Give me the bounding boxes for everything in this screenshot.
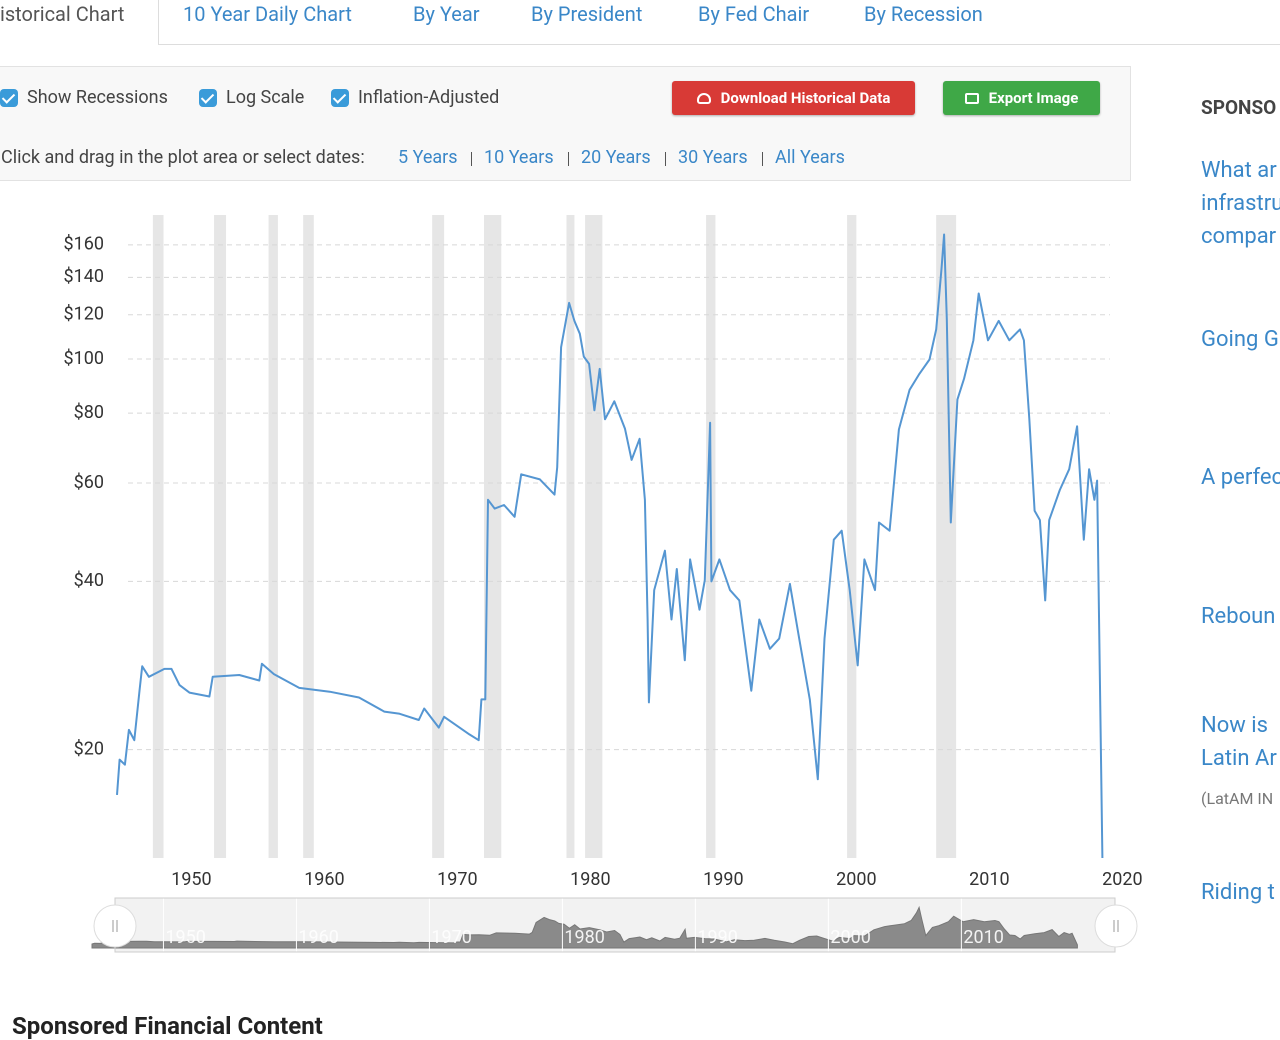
navigator-handle[interactable]: [1094, 904, 1138, 948]
range-link[interactable]: 30 Years: [678, 147, 748, 168]
price-line: [116, 233, 1104, 859]
x-tick-label: 2020: [1102, 869, 1142, 890]
button-icon: [964, 93, 979, 104]
x-tick-label: 1990: [703, 869, 743, 890]
range-prompt: Click and drag in the plot area or selec…: [1, 147, 365, 168]
checkbox[interactable]: [331, 89, 349, 107]
recession-band: [432, 215, 445, 858]
recession-band: [303, 215, 314, 858]
tab[interactable]: By Recession: [864, 2, 983, 26]
y-tick-label: $100: [64, 348, 104, 369]
navigator-label: 1950: [165, 927, 205, 948]
sidebar-note: (LatAM IN: [1201, 789, 1274, 808]
section-heading: Sponsored Financial Content: [12, 1012, 323, 1040]
x-tick-label: 1960: [304, 869, 344, 890]
y-tick-label: $20: [74, 738, 104, 759]
button[interactable]: Export Image: [943, 81, 1100, 115]
recession-band: [566, 215, 575, 858]
sidebar-link[interactable]: Latin Ar: [1201, 746, 1277, 771]
tab[interactable]: By President: [531, 2, 643, 26]
x-tick-label: 1950: [171, 869, 211, 890]
y-tick-label: $140: [64, 266, 104, 287]
tab[interactable]: 10 Year Daily Chart: [183, 2, 352, 26]
y-tick-label: $60: [74, 472, 104, 493]
range-link[interactable]: All Years: [775, 147, 845, 168]
checkbox-label[interactable]: Show Recessions: [27, 87, 168, 108]
separator: [471, 152, 472, 166]
range-link[interactable]: 10 Years: [484, 147, 554, 168]
separator: [568, 152, 569, 166]
navigator-label: 1980: [564, 927, 604, 948]
y-tick-label: $120: [64, 304, 104, 325]
navigator-area: [91, 905, 1078, 949]
recession-band: [268, 215, 278, 858]
checkbox-label[interactable]: Inflation-Adjusted: [358, 87, 500, 108]
tab[interactable]: By Fed Chair: [698, 2, 810, 26]
sidebar-heading: SPONSO: [1201, 96, 1277, 119]
range-link[interactable]: 5 Years: [398, 147, 458, 168]
sidebar-link[interactable]: What ar: [1201, 158, 1277, 183]
control-panel: [0, 66, 1131, 181]
sidebar-link[interactable]: Reboun: [1201, 604, 1276, 629]
navigator-label: 2000: [830, 927, 870, 948]
y-tick-label: $160: [64, 234, 104, 255]
sidebar-link[interactable]: Riding t: [1201, 880, 1275, 905]
chart: $20 $40 $60 $80 $100 $120 $140 $160 1950 1960 1970…: [64, 215, 1143, 953]
sidebar-link[interactable]: A perfec: [1201, 465, 1280, 490]
navigator-label: 1960: [298, 927, 338, 948]
sidebar-link[interactable]: compar: [1201, 224, 1277, 249]
range-link[interactable]: 20 Years: [581, 147, 651, 168]
tab[interactable]: By Year: [413, 2, 480, 26]
navigator-label: 1970: [431, 927, 471, 948]
x-tick-label: 1970: [437, 869, 477, 890]
checkbox[interactable]: [0, 89, 18, 107]
y-tick-label: $40: [74, 570, 104, 591]
navigator-label: 1990: [697, 927, 737, 948]
button-label[interactable]: Export Image: [988, 89, 1079, 107]
recession-band: [484, 215, 502, 858]
x-tick-label: 2010: [969, 869, 1009, 890]
sidebar-link[interactable]: infrastru: [1201, 191, 1280, 216]
tab-divider: [0, 44, 1280, 45]
button-label[interactable]: Download Historical Data: [720, 89, 891, 107]
active-tab-frame: [0, 0, 159, 45]
checkbox[interactable]: [199, 89, 217, 107]
recession-band: [152, 215, 164, 858]
y-tick-label: $80: [74, 402, 104, 423]
checkbox-label[interactable]: Log Scale: [226, 87, 305, 108]
recession-band: [847, 215, 857, 858]
recession-band: [936, 215, 957, 858]
recession-band: [585, 215, 603, 858]
recession-band: [214, 215, 227, 858]
separator: [665, 152, 666, 166]
navigator-label: 2010: [963, 927, 1003, 948]
sidebar-link[interactable]: Going G: [1201, 327, 1279, 352]
tab[interactable]: istorical Chart: [0, 2, 125, 26]
x-tick-label: 1980: [570, 869, 610, 890]
button-icon: [696, 93, 711, 104]
button[interactable]: Download Historical Data: [672, 81, 915, 115]
x-tick-label: 2000: [836, 869, 876, 890]
sidebar-link[interactable]: Now is: [1201, 713, 1268, 738]
separator: [762, 152, 763, 166]
navigator-handle[interactable]: [93, 904, 137, 948]
